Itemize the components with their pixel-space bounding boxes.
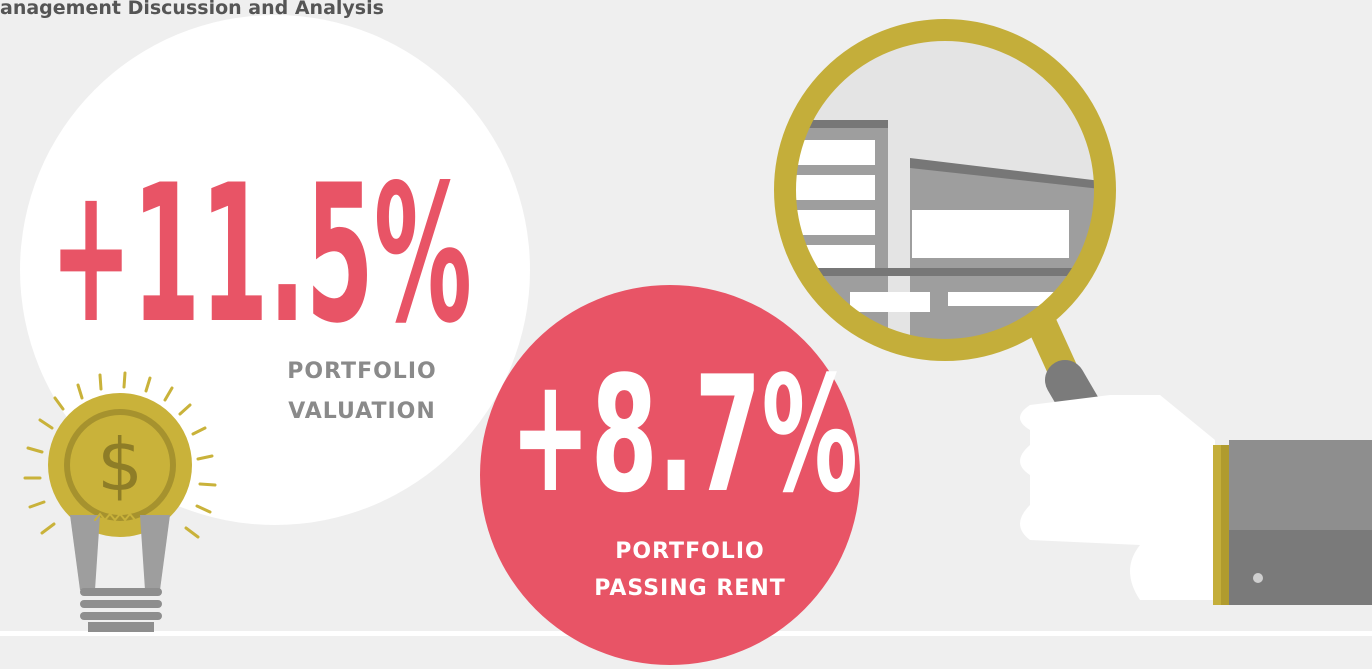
stat-label: PORTFOLIO <box>615 539 764 564</box>
header-title: anagement Discussion and Analysis <box>0 0 384 19</box>
magnifier-icon <box>774 19 1120 460</box>
hand-icon <box>1020 395 1372 605</box>
lightbulb-icon: $ <box>23 371 217 632</box>
stat-label: VALUATION <box>288 399 436 424</box>
stat-value: +11.5% <box>50 144 472 365</box>
svg-text:$: $ <box>97 423 143 507</box>
white-circle <box>20 15 530 525</box>
stat-label: PASSING RENT <box>594 576 786 601</box>
stat-label: PORTFOLIO <box>287 359 436 384</box>
stat-value: +8.7% <box>510 341 858 528</box>
red-circle <box>480 285 860 665</box>
